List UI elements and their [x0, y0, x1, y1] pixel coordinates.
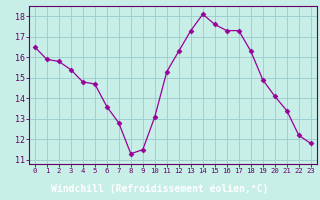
Text: Windchill (Refroidissement éolien,°C): Windchill (Refroidissement éolien,°C) — [51, 183, 269, 194]
